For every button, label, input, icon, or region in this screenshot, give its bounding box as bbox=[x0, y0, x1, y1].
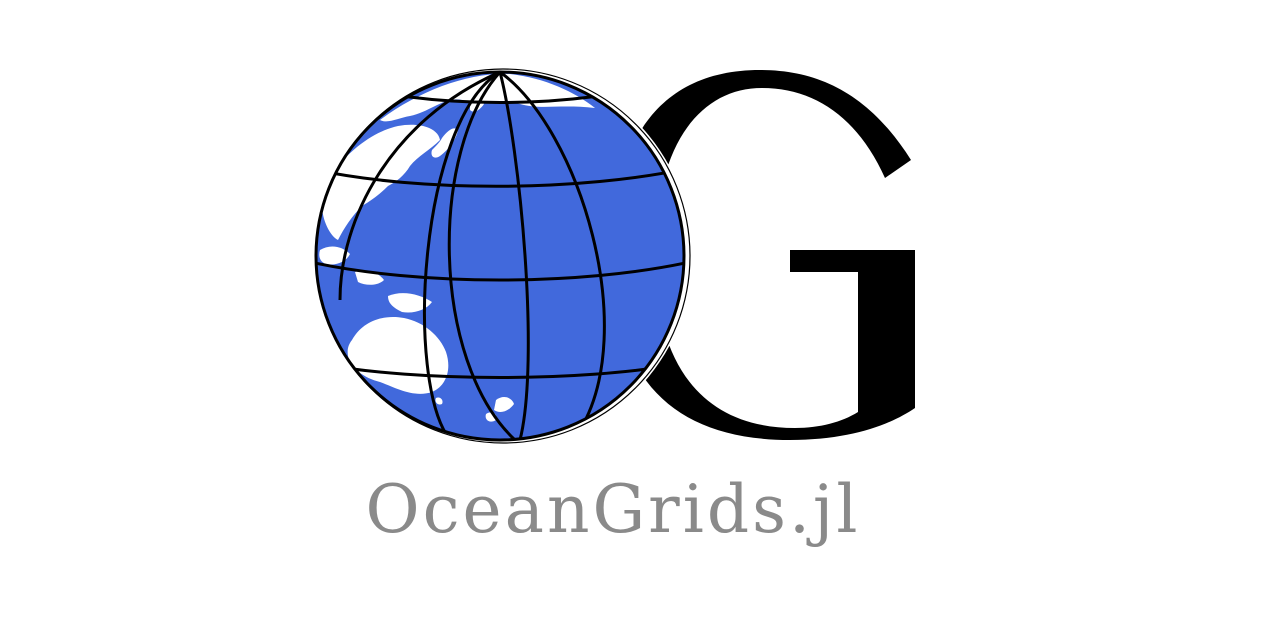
wordmark-text: OceanGrids.jl bbox=[365, 471, 861, 548]
letter-g-monogram bbox=[612, 70, 915, 440]
ocean-disc bbox=[316, 72, 684, 440]
globe-icon bbox=[312, 66, 692, 446]
